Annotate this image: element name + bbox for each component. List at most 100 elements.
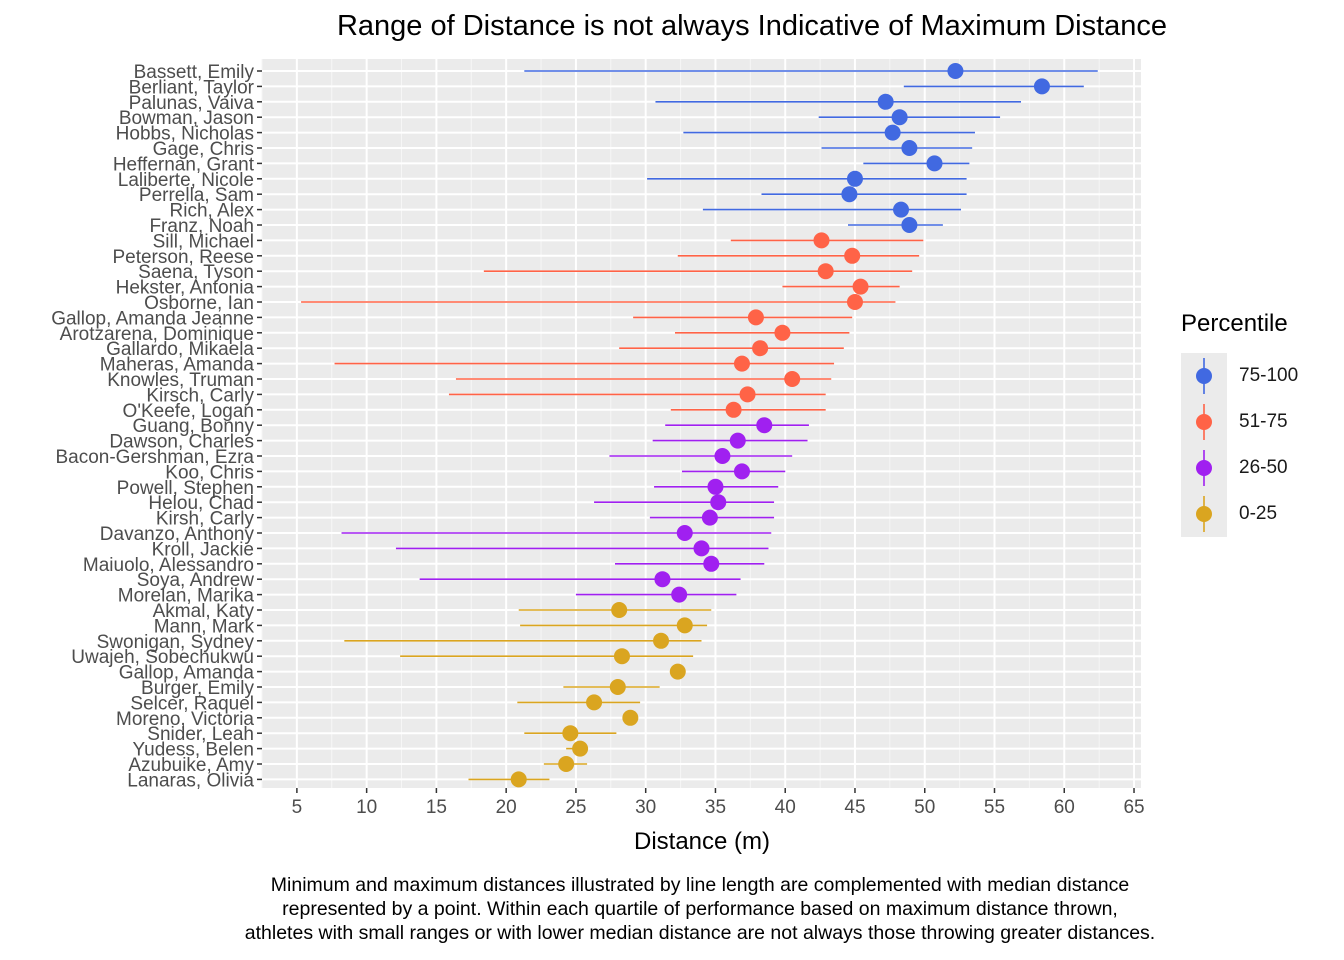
x-axis-label: Distance (m) [633, 828, 771, 855]
median-point [733, 355, 750, 372]
y-tick-label: Osborne, Ian [144, 293, 254, 314]
median-point [752, 340, 769, 357]
y-tick-label: Gage, Chris [153, 139, 254, 160]
y-tick-label: Peterson, Reese [112, 247, 254, 268]
median-point [725, 401, 742, 418]
median-point [676, 617, 693, 634]
legend-key [1196, 358, 1212, 394]
y-tick-label: Soya, Andrew [137, 570, 255, 591]
median-point [669, 663, 686, 680]
x-tick-label: 65 [1123, 797, 1144, 818]
median-point [586, 694, 603, 711]
x-tick-label: 35 [705, 797, 726, 818]
median-point [701, 509, 718, 526]
median-point [703, 555, 720, 572]
median-point [901, 140, 918, 156]
y-tick-label: Bassett, Emily [134, 62, 255, 83]
median-point [846, 294, 863, 310]
x-tick-label: 15 [426, 797, 447, 818]
y-tick-label: Palunas, Vaiva [129, 93, 255, 114]
legend-item: 75-100 [1181, 353, 1331, 399]
y-tick-label: Guang, Bonny [133, 416, 255, 437]
legend-key-point [1196, 414, 1212, 430]
legend-title: Percentile [1181, 310, 1288, 337]
median-point [891, 109, 908, 126]
median-point [756, 417, 773, 434]
y-tick-label: Swonigan, Sydney [97, 632, 255, 653]
legend-label: 26-50 [1239, 457, 1288, 478]
legend: Percentile 75-100 51-75 26-50 0-25 [1181, 310, 1331, 537]
median-point [714, 448, 731, 464]
legend-keys: 75-100 51-75 26-50 0-25 [1181, 353, 1298, 537]
y-tick-label: Kroll, Jackie [152, 539, 254, 560]
y-tick-label: Yudess, Belen [133, 740, 254, 761]
y-tick-label: Powell, Stephen [117, 478, 254, 499]
y-tick-label: Mann, Mark [154, 616, 255, 637]
legend-item: 0-25 [1181, 491, 1331, 537]
y-tick-label: Bowman, Jason [119, 108, 254, 129]
y-tick-label: Gallop, Amanda [119, 663, 255, 684]
x-tick-label: 50 [914, 797, 935, 818]
legend-key [1196, 496, 1212, 532]
median-point [926, 155, 943, 172]
legend-item: 51-75 [1181, 399, 1331, 445]
caption-line: athletes with small ranges or with lower… [244, 922, 1156, 944]
median-point [609, 679, 626, 695]
y-tick-label: Saena, Tyson [138, 262, 254, 283]
y-tick-label: Gallardo, Mikaela [106, 339, 254, 360]
x-tick-label: 25 [565, 797, 586, 818]
x-tick-label: 60 [1054, 797, 1075, 818]
y-tick-label: Rich, Alex [170, 201, 255, 222]
median-point [572, 740, 589, 757]
y-tick-label: Arotzarena, Dominique [60, 324, 254, 345]
y-tick-label: Akmal, Katy [153, 601, 255, 622]
y-tick-label: O'Keefe, Logan [123, 401, 254, 422]
median-point [710, 494, 727, 511]
y-tick-label: Berliant, Taylor [129, 77, 255, 98]
y-tick-label: Heffernan, Grant [113, 154, 255, 175]
y-tick-label: Hobbs, Nicholas [116, 124, 254, 145]
median-point [729, 432, 746, 449]
legend-label: 0-25 [1239, 503, 1278, 524]
y-tick-label: Azubuike, Amy [128, 755, 254, 776]
median-point [844, 247, 861, 264]
y-tick-label: Morelan, Marika [118, 586, 255, 607]
y-tick-label: Uwajeh, Sobechukwu [71, 647, 254, 668]
median-point [813, 232, 830, 249]
median-point [947, 63, 964, 79]
median-point [1033, 78, 1050, 95]
x-tick-label: 10 [356, 797, 377, 818]
median-point [558, 756, 575, 772]
y-tick-label: Maheras, Amanda [100, 355, 255, 376]
y-tick-label: Maiuolo, Alessandro [83, 555, 254, 576]
caption: Minimum and maximum distances illustrate… [150, 873, 1250, 945]
median-point [774, 324, 791, 341]
chart-title: Range of Distance is not always Indicati… [336, 10, 1168, 42]
caption-line: represented by a point. Within each quar… [282, 898, 1118, 920]
median-point [884, 124, 901, 141]
y-tick-label: Bacon-Gershman, Ezra [55, 447, 254, 468]
median-point [693, 540, 710, 557]
legend-key-point [1196, 368, 1212, 384]
median-point [653, 632, 670, 649]
median-point [852, 278, 869, 295]
median-point [562, 725, 579, 742]
y-tick-label: Hekster, Antonia [116, 278, 255, 299]
median-point [784, 371, 801, 387]
median-point [671, 586, 688, 603]
median-point [654, 571, 671, 588]
median-point [841, 186, 858, 203]
median-point [676, 525, 693, 541]
median-point [877, 93, 894, 110]
y-tick-label: Laliberte, Nicole [118, 170, 254, 191]
median-point [622, 709, 639, 726]
y-tick-label: Selcer, Raquel [130, 693, 254, 714]
x-tick-label: 40 [775, 797, 796, 818]
legend-label: 51-75 [1239, 411, 1288, 432]
median-point [510, 771, 527, 788]
median-point [707, 478, 724, 495]
y-tick-label: Knowles, Truman [107, 370, 254, 391]
median-point [739, 386, 756, 403]
y-tick-label: Perrella, Sam [139, 185, 254, 206]
